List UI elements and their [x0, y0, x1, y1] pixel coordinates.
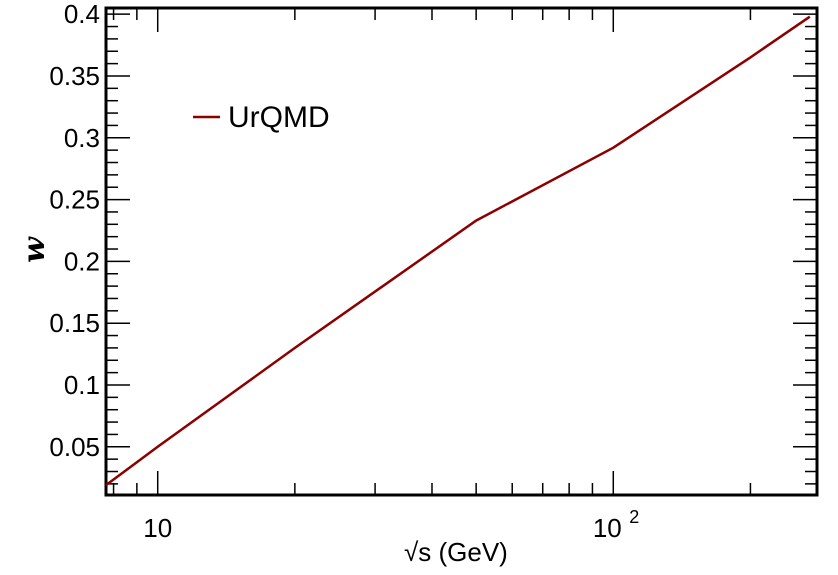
y-tick-label: 0.4: [64, 0, 100, 29]
y-tick-label: 0.05: [49, 432, 100, 462]
x-tick-label: 10: [143, 513, 172, 543]
legend: UrQMD: [193, 101, 330, 134]
x-tick-label: 10: [593, 513, 622, 543]
ticks-layer: [106, 8, 817, 495]
labels-layer: 0.05 0.1 0.15 0.2 0.25 0.3 0.35 0.4 10 10 2: [49, 0, 639, 543]
y-tick-label: 0.3: [64, 123, 100, 153]
plot-frame: [104, 6, 819, 497]
x-tick-exponent: 2: [629, 507, 639, 527]
y-axis-title: w: [17, 236, 52, 263]
y-tick-label: 0.2: [64, 246, 100, 276]
x-axis-title: √s (GeV): [404, 537, 508, 567]
y-tick-label: 0.25: [49, 185, 100, 215]
series-layer: [105, 15, 811, 487]
legend-label: UrQMD: [228, 101, 330, 134]
series-line: [105, 15, 811, 487]
y-tick-label: 0.35: [49, 61, 100, 91]
y-tick-label: 0.1: [64, 370, 100, 400]
y-tick-label: 0.15: [49, 308, 100, 338]
